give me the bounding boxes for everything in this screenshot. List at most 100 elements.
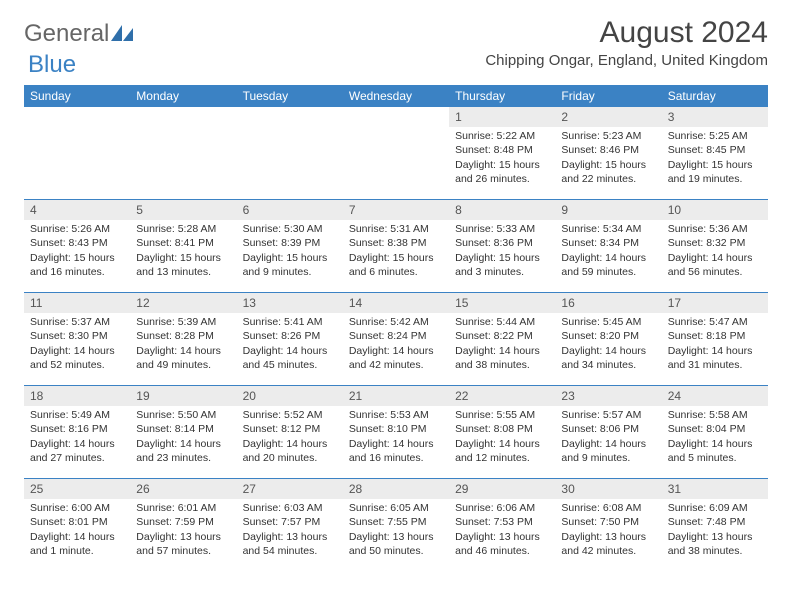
page: General August 2024 Chipping Ongar, Engl… [0,0,792,581]
sunset-text: Sunset: 8:30 PM [30,329,124,343]
title-block: August 2024 Chipping Ongar, England, Uni… [485,16,768,69]
daylight-text: Daylight: 14 hours and 27 minutes. [30,437,124,465]
daylight-text: Daylight: 15 hours and 9 minutes. [243,251,337,279]
daylight-text: Daylight: 14 hours and 34 minutes. [561,344,655,372]
day-number: 16 [555,293,661,313]
daylight-text: Daylight: 14 hours and 5 minutes. [668,437,762,465]
day-number: 27 [237,479,343,499]
location: Chipping Ongar, England, United Kingdom [485,52,768,69]
calendar-row: 18Sunrise: 5:49 AMSunset: 8:16 PMDayligh… [24,386,768,479]
sunset-text: Sunset: 8:32 PM [668,236,762,250]
day-number: 20 [237,386,343,406]
sunset-text: Sunset: 8:43 PM [30,236,124,250]
daylight-text: Daylight: 14 hours and 1 minute. [30,530,124,558]
day-number [237,107,343,127]
calendar-row: 4Sunrise: 5:26 AMSunset: 8:43 PMDaylight… [24,200,768,293]
logo-sail-icon [111,25,133,41]
sunrise-text: Sunrise: 5:39 AM [136,315,230,329]
sunrise-text: Sunrise: 5:22 AM [455,129,549,143]
day-number: 18 [24,386,130,406]
calendar-cell: 16 Sunrise: 5:45 AMSunset: 8:20 PMDayligh… [555,293,661,386]
calendar-cell: 26Sunrise: 6:01 AMSunset: 7:59 PMDayligh… [130,479,236,572]
sunrise-text: Sunrise: 5:42 AM [349,315,443,329]
day-number: 28 [343,479,449,499]
day-number: 2 [555,107,661,127]
calendar-cell: 14Sunrise: 5:42 AMSunset: 8:24 PMDayligh… [343,293,449,386]
daylight-text: Daylight: 14 hours and 12 minutes. [455,437,549,465]
sunrise-text: Sunrise: 5:33 AM [455,222,549,236]
calendar-cell: 15Sunrise: 5:44 AMSunset: 8:22 PMDayligh… [449,293,555,386]
day-number [343,107,449,127]
day-number: 24 [662,386,768,406]
daylight-text: Daylight: 13 hours and 38 minutes. [668,530,762,558]
sunrise-text: Sunrise: 5:30 AM [243,222,337,236]
sunset-text: Sunset: 8:20 PM [561,329,655,343]
sunrise-text: Sunrise: 5:49 AM [30,408,124,422]
day-number: 21 [343,386,449,406]
daylight-text: Daylight: 14 hours and 31 minutes. [668,344,762,372]
day-number: 26 [130,479,236,499]
sunrise-text: Sunrise: 5:44 AM [455,315,549,329]
sunrise-text: Sunrise: 5:41 AM [243,315,337,329]
day-number [130,107,236,127]
day-number: 13 [237,293,343,313]
sunrise-text: Sunrise: 6:09 AM [668,501,762,515]
calendar-cell: 13Sunrise: 5:41 AMSunset: 8:26 PMDayligh… [237,293,343,386]
day-number: 10 [662,200,768,220]
sunrise-text: Sunrise: 6:06 AM [455,501,549,515]
calendar-row: 1Sunrise: 5:22 AMSunset: 8:48 PMDaylight… [24,107,768,200]
daylight-text: Daylight: 13 hours and 46 minutes. [455,530,549,558]
daylight-text: Daylight: 14 hours and 9 minutes. [561,437,655,465]
brand-word2: Blue [28,51,76,78]
sunset-text: Sunset: 7:59 PM [136,515,230,529]
calendar-cell: 21Sunrise: 5:53 AMSunset: 8:10 PMDayligh… [343,386,449,479]
calendar-cell [237,107,343,200]
calendar-cell: 9Sunrise: 5:34 AMSunset: 8:34 PMDaylight… [555,200,661,293]
calendar-cell: 5Sunrise: 5:28 AMSunset: 8:41 PMDaylight… [130,200,236,293]
day-number [24,107,130,127]
sunrise-text: Sunrise: 5:58 AM [668,408,762,422]
daylight-text: Daylight: 13 hours and 57 minutes. [136,530,230,558]
calendar-cell: 3Sunrise: 5:25 AMSunset: 8:45 PMDaylight… [662,107,768,200]
sunrise-text: Sunrise: 6:05 AM [349,501,443,515]
sunset-text: Sunset: 8:39 PM [243,236,337,250]
calendar-cell: 10Sunrise: 5:36 AMSunset: 8:32 PMDayligh… [662,200,768,293]
calendar-cell: 18 Sunrise: 5:49 AMSunset: 8:16 PMDayligh… [24,386,130,479]
daylight-text: Daylight: 15 hours and 6 minutes. [349,251,443,279]
day-number: 6 [237,200,343,220]
day-header-row: Sunday Monday Tuesday Wednesday Thursday… [24,85,768,107]
daylight-text: Daylight: 14 hours and 42 minutes. [349,344,443,372]
day-header: Friday [555,85,661,107]
sunrise-text: Sunrise: 5:53 AM [349,408,443,422]
daylight-text: Daylight: 13 hours and 54 minutes. [243,530,337,558]
day-number: 14 [343,293,449,313]
calendar-cell: 4Sunrise: 5:26 AMSunset: 8:43 PMDaylight… [24,200,130,293]
day-number: 15 [449,293,555,313]
day-number: 23 [555,386,661,406]
sunset-text: Sunset: 8:18 PM [668,329,762,343]
calendar-cell: 28Sunrise: 6:05 AMSunset: 7:55 PMDayligh… [343,479,449,572]
sunset-text: Sunset: 8:12 PM [243,422,337,436]
day-number: 30 [555,479,661,499]
day-header: Sunday [24,85,130,107]
day-number: 19 [130,386,236,406]
sunrise-text: Sunrise: 5:26 AM [30,222,124,236]
sunset-text: Sunset: 7:53 PM [455,515,549,529]
daylight-text: Daylight: 13 hours and 50 minutes. [349,530,443,558]
daylight-text: Daylight: 14 hours and 16 minutes. [349,437,443,465]
brand-word1: General [24,20,109,48]
sunset-text: Sunset: 8:45 PM [668,143,762,157]
daylight-text: Daylight: 15 hours and 26 minutes. [455,158,549,186]
calendar-cell: 24 Sunrise: 5:58 AMSunset: 8:04 PMDayligh… [662,386,768,479]
sunset-text: Sunset: 8:48 PM [455,143,549,157]
sunrise-text: Sunrise: 5:25 AM [668,129,762,143]
sunrise-text: Sunrise: 5:36 AM [668,222,762,236]
sunrise-text: Sunrise: 5:57 AM [561,408,655,422]
sunset-text: Sunset: 8:04 PM [668,422,762,436]
sunset-text: Sunset: 7:50 PM [561,515,655,529]
day-number: 22 [449,386,555,406]
sunrise-text: Sunrise: 5:45 AM [561,315,655,329]
daylight-text: Daylight: 15 hours and 3 minutes. [455,251,549,279]
daylight-text: Daylight: 13 hours and 42 minutes. [561,530,655,558]
sunset-text: Sunset: 8:16 PM [30,422,124,436]
